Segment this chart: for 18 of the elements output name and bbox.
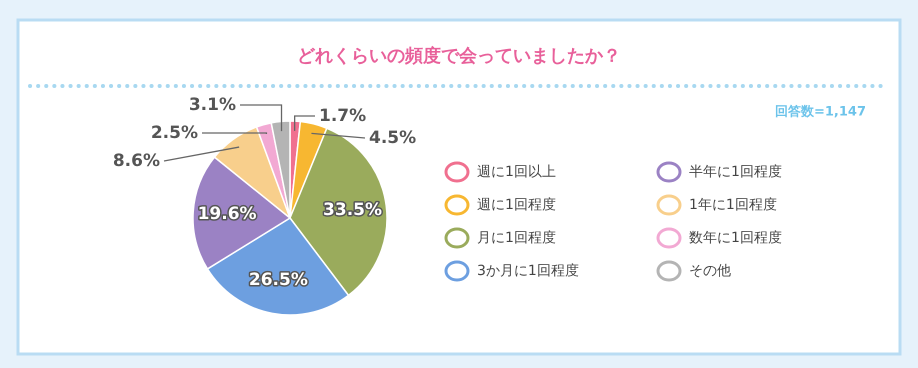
data-label: 8.6%	[112, 151, 160, 171]
legend-label: 数年に1回程度	[689, 230, 782, 246]
data-label: 3.1%	[188, 95, 236, 115]
chart-title: どれくらいの頻度で会っていましたか？	[297, 46, 621, 66]
data-label: 2.5%	[150, 123, 198, 143]
data-label: 26.5%	[248, 270, 308, 290]
legend-label: 1年に1回程度	[689, 197, 777, 213]
legend-label: その他	[689, 263, 731, 279]
legend-label: 週に1回程度	[477, 197, 556, 213]
legend-label: 月に1回程度	[477, 230, 556, 246]
legend-label: 週に1回以上	[477, 164, 556, 180]
data-label: 19.6%	[198, 204, 257, 224]
text: 回答数=1,147	[774, 104, 866, 120]
data-label: 1.7%	[319, 106, 366, 126]
legend-label: 半年に1回程度	[689, 164, 782, 180]
data-label: 4.5%	[369, 128, 416, 148]
legend-label: 3か月に1回程度	[477, 263, 579, 279]
data-label: 33.5%	[323, 200, 382, 220]
